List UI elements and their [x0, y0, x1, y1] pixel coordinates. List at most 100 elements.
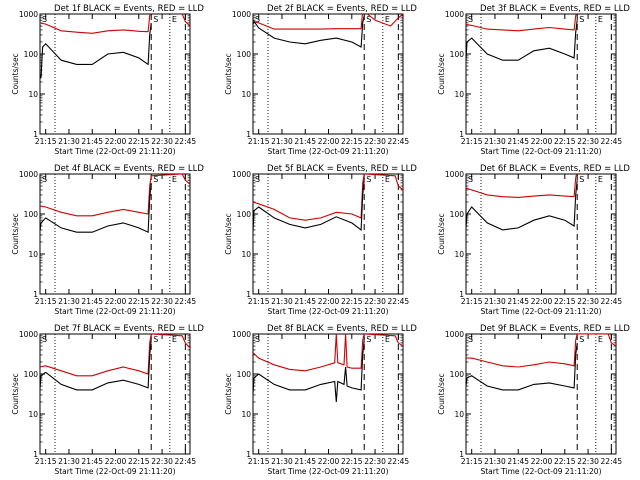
y-tick-label: 100	[237, 370, 252, 379]
x-tick-label: 21:30	[58, 297, 80, 306]
marker-s: S	[366, 175, 371, 184]
x-tick-label: 21:15	[248, 137, 270, 146]
x-tick-label: 22:00	[105, 297, 127, 306]
marker-s-left: S	[255, 15, 260, 24]
y-tick-label: 1000	[19, 170, 38, 179]
panel-title: Det 8f BLACK = Events, RED = LLD	[267, 324, 417, 334]
x-axis-label: Start Time (22-Oct-09 21:11:20)	[480, 467, 601, 476]
events-rate-line	[40, 182, 152, 235]
x-tick-label: 21:30	[484, 297, 506, 306]
x-tick-label: 22:15	[341, 137, 363, 146]
lld-rate-line	[40, 334, 190, 377]
marker-e: E	[172, 175, 177, 184]
y-tick-label: 100	[450, 50, 465, 59]
x-tick-label: 21:45	[294, 137, 316, 146]
marker-e: E	[385, 335, 390, 344]
marker-s-left: S	[42, 335, 47, 344]
x-tick-label: 22:45	[601, 457, 623, 466]
marker-e: E	[598, 335, 603, 344]
x-tick-label: 21:15	[461, 137, 483, 146]
x-tick-label: 22:15	[341, 457, 363, 466]
y-tick-label: 1000	[445, 170, 464, 179]
x-tick-label: 22:45	[175, 137, 197, 146]
y-tick-label: 100	[24, 210, 39, 219]
x-tick-label: 21:15	[35, 457, 57, 466]
panel-title: Det 1f BLACK = Events, RED = LLD	[54, 4, 204, 14]
y-tick-label: 1	[246, 450, 251, 459]
events-rate-line	[466, 342, 578, 391]
y-tick-label: 1	[33, 290, 38, 299]
y-axis-label: Counts/sec	[224, 213, 233, 254]
y-tick-label: 1	[246, 130, 251, 139]
marker-s-left: S	[468, 335, 473, 344]
marker-s: S	[579, 335, 584, 344]
detector-panel-2: Det 2f BLACK = Events, RED = LLD 1 10 100 10…	[224, 4, 417, 156]
x-tick-label: 21:30	[271, 137, 293, 146]
detector-panel-6: Det 6f BLACK = Events, RED = LLD 1 10 100 10…	[437, 164, 630, 316]
x-tick-label: 22:15	[554, 457, 576, 466]
plot-frame	[252, 173, 404, 295]
x-tick-label: 22:00	[318, 297, 340, 306]
x-axis-label: Start Time (22-Oct-09 21:11:20)	[267, 307, 388, 316]
panel-title: Det 7f BLACK = Events, RED = LLD	[54, 324, 204, 334]
y-tick-label: 10	[454, 250, 464, 259]
lld-rate-line	[40, 14, 190, 34]
events-rate-line	[253, 340, 365, 403]
events-rate-line	[466, 20, 578, 70]
x-tick-label: 21:15	[461, 457, 483, 466]
detector-panel-8: Det 8f BLACK = Events, RED = LLD 1 10 100 10…	[224, 324, 417, 476]
detector-panel-4: Det 4f BLACK = Events, RED = LLD 1 10 100 10…	[11, 164, 204, 316]
panel-title: Det 9f BLACK = Events, RED = LLD	[480, 324, 630, 334]
y-tick-label: 100	[450, 370, 465, 379]
panel-title: Det 5f BLACK = Events, RED = LLD	[267, 164, 417, 174]
x-axis-label: Start Time (22-Oct-09 21:11:20)	[480, 147, 601, 156]
x-tick-label: 21:30	[58, 457, 80, 466]
x-tick-label: 22:15	[341, 297, 363, 306]
plot-frame	[465, 333, 617, 455]
x-tick-label: 21:30	[271, 457, 293, 466]
x-tick-label: 21:15	[35, 297, 57, 306]
x-tick-label: 21:30	[484, 137, 506, 146]
x-tick-label: 21:15	[248, 457, 270, 466]
marker-s-left: S	[468, 175, 473, 184]
y-axis-label: Counts/sec	[224, 373, 233, 414]
x-tick-label: 21:45	[294, 297, 316, 306]
y-tick-label: 10	[28, 410, 38, 419]
lld-rate-line	[466, 174, 578, 198]
x-tick-label: 22:15	[128, 457, 150, 466]
detector-panel-5: Det 5f BLACK = Events, RED = LLD 1 10 100 10…	[224, 164, 417, 316]
x-tick-label: 22:45	[388, 297, 410, 306]
x-tick-label: 22:00	[531, 457, 553, 466]
y-tick-label: 100	[237, 50, 252, 59]
x-axis-label: Start Time (22-Oct-09 21:11:20)	[54, 467, 175, 476]
lld-rate-line	[466, 334, 616, 368]
x-tick-label: 22:15	[128, 137, 150, 146]
marker-s-left: S	[42, 175, 47, 184]
x-tick-label: 21:30	[58, 137, 80, 146]
x-axis-label: Start Time (22-Oct-09 21:11:20)	[54, 147, 175, 156]
x-tick-label: 21:45	[294, 457, 316, 466]
panel-title: Det 4f BLACK = Events, RED = LLD	[54, 164, 204, 174]
y-axis-label: Counts/sec	[437, 53, 446, 94]
x-tick-label: 21:45	[507, 137, 529, 146]
y-axis-label: Counts/sec	[11, 373, 20, 414]
lld-rate-line	[466, 14, 577, 32]
y-tick-label: 1	[459, 130, 464, 139]
marker-s: S	[579, 15, 584, 24]
y-tick-label: 1	[33, 130, 38, 139]
marker-s-left: S	[42, 15, 47, 24]
marker-s: S	[153, 175, 158, 184]
y-tick-label: 1	[246, 290, 251, 299]
y-tick-label: 10	[241, 90, 251, 99]
x-tick-label: 22:45	[388, 137, 410, 146]
x-tick-label: 22:45	[175, 457, 197, 466]
y-tick-label: 10	[454, 90, 464, 99]
x-tick-label: 21:15	[248, 297, 270, 306]
marker-e: E	[598, 15, 603, 24]
x-tick-label: 22:00	[105, 457, 127, 466]
y-axis-label: Counts/sec	[224, 53, 233, 94]
events-rate-line	[40, 22, 152, 79]
detector-panel-9: Det 9f BLACK = Events, RED = LLD 1 10 100 10…	[437, 324, 630, 476]
detector-panel-3: Det 3f BLACK = Events, RED = LLD 1 10 100 10…	[437, 4, 630, 156]
